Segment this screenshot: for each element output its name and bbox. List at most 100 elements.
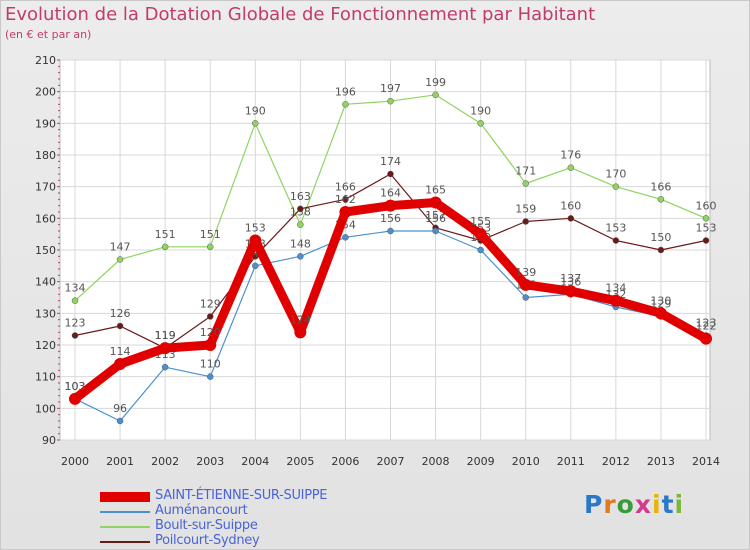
data-label: 160 [696, 199, 717, 212]
data-label: 155 [470, 215, 491, 228]
data-point [387, 227, 394, 235]
data-label: 164 [380, 187, 401, 200]
data-point [654, 307, 667, 320]
x-tick-label: 2010 [512, 455, 540, 468]
data-point [116, 256, 124, 263]
data-point [474, 228, 487, 241]
data-label: 124 [290, 313, 311, 326]
data-label: 156 [380, 212, 401, 225]
data-point [567, 164, 575, 171]
data-label: 119 [155, 329, 176, 342]
proxiti-logo: Proxiti [584, 490, 684, 519]
y-tick-label: 110 [35, 371, 56, 384]
legend-label: Boult-sur-Suippe [155, 518, 258, 533]
logo-letter: P [584, 490, 604, 519]
data-label: 126 [110, 307, 131, 320]
legend: SAINT-ÉTIENNE-SUR-SUIPPE Auménancourt Boul… [100, 488, 400, 549]
data-point [522, 218, 529, 225]
data-label: 176 [560, 149, 581, 162]
data-point [384, 199, 397, 212]
logo-letter: t [661, 490, 675, 519]
data-label: 123 [65, 317, 86, 330]
data-label: 110 [200, 358, 221, 371]
data-label: 139 [515, 266, 536, 279]
legend-item: Poilcourt-Sydney [100, 533, 400, 549]
data-point [116, 417, 124, 425]
data-label: 197 [380, 82, 401, 95]
data-point [161, 243, 169, 251]
data-label: 158 [290, 206, 311, 219]
legend-swatch [100, 526, 150, 528]
data-label: 122 [696, 320, 717, 333]
data-label: 153 [696, 222, 717, 235]
data-label: 160 [560, 199, 581, 212]
data-point [297, 221, 304, 228]
y-tick-label: 160 [35, 212, 56, 225]
chart-title: Evolution de la Dotation Globale de Fonc… [5, 4, 596, 25]
data-point [567, 215, 575, 222]
data-label: 134 [65, 282, 86, 295]
legend-swatch [100, 511, 150, 513]
data-point [564, 285, 577, 298]
x-tick-label: 2003 [196, 455, 224, 468]
data-label: 114 [110, 345, 131, 358]
data-point [700, 332, 712, 345]
data-label: 147 [110, 241, 131, 254]
data-point [432, 227, 439, 235]
legend-swatch [100, 492, 150, 502]
x-tick-label: 2005 [286, 455, 314, 468]
y-tick-label: 90 [42, 434, 56, 447]
data-label: 136 [560, 275, 581, 288]
data-point [429, 196, 442, 209]
data-point [522, 180, 529, 187]
legend-item: SAINT-ÉTIENNE-SUR-SUIPPE [100, 488, 400, 504]
data-label: 123 [696, 317, 717, 330]
data-label: 170 [605, 168, 626, 181]
data-point [204, 339, 217, 351]
x-tick-label: 2014 [692, 455, 720, 468]
x-tick-label: 2012 [602, 455, 630, 468]
data-point [387, 97, 394, 105]
data-label: 134 [605, 282, 626, 295]
data-point [477, 246, 484, 254]
legend-item: Boult-sur-Suippe [100, 518, 400, 534]
data-label: 130 [650, 294, 671, 307]
logo-letter: x [634, 490, 652, 519]
y-tick-label: 190 [35, 117, 56, 130]
data-label: 162 [335, 193, 356, 206]
data-label: 151 [155, 228, 176, 241]
data-point [519, 278, 532, 291]
data-point [206, 243, 214, 251]
data-label: 174 [380, 155, 401, 168]
data-point [252, 120, 259, 127]
y-tick-label: 210 [35, 54, 56, 67]
data-label: 119 [155, 329, 176, 342]
data-label: 148 [290, 237, 311, 250]
x-tick-label: 2009 [467, 455, 495, 468]
data-label: 129 [200, 298, 221, 311]
logo-letter: i [652, 490, 662, 519]
y-tick-label: 150 [35, 244, 56, 257]
data-label: 190 [245, 104, 266, 117]
x-tick-label: 2004 [241, 455, 269, 468]
y-tick-label: 140 [35, 276, 56, 289]
data-point [71, 332, 79, 339]
data-point [161, 363, 169, 371]
data-point [477, 120, 484, 127]
x-tick-label: 2007 [377, 455, 405, 468]
data-point [71, 297, 79, 304]
logo-letter: o [616, 490, 635, 519]
data-label: 171 [515, 165, 536, 178]
y-tick-label: 130 [35, 307, 56, 320]
logo-letter: r [603, 490, 617, 519]
x-tick-label: 2008 [422, 455, 450, 468]
legend-item: Auménancourt [100, 503, 400, 519]
data-point [387, 170, 394, 178]
data-point [342, 196, 349, 203]
data-label: 137 [560, 272, 581, 285]
data-label: 96 [113, 402, 127, 415]
data-point [114, 358, 127, 370]
y-tick-label: 100 [35, 402, 56, 415]
data-point [252, 262, 259, 270]
